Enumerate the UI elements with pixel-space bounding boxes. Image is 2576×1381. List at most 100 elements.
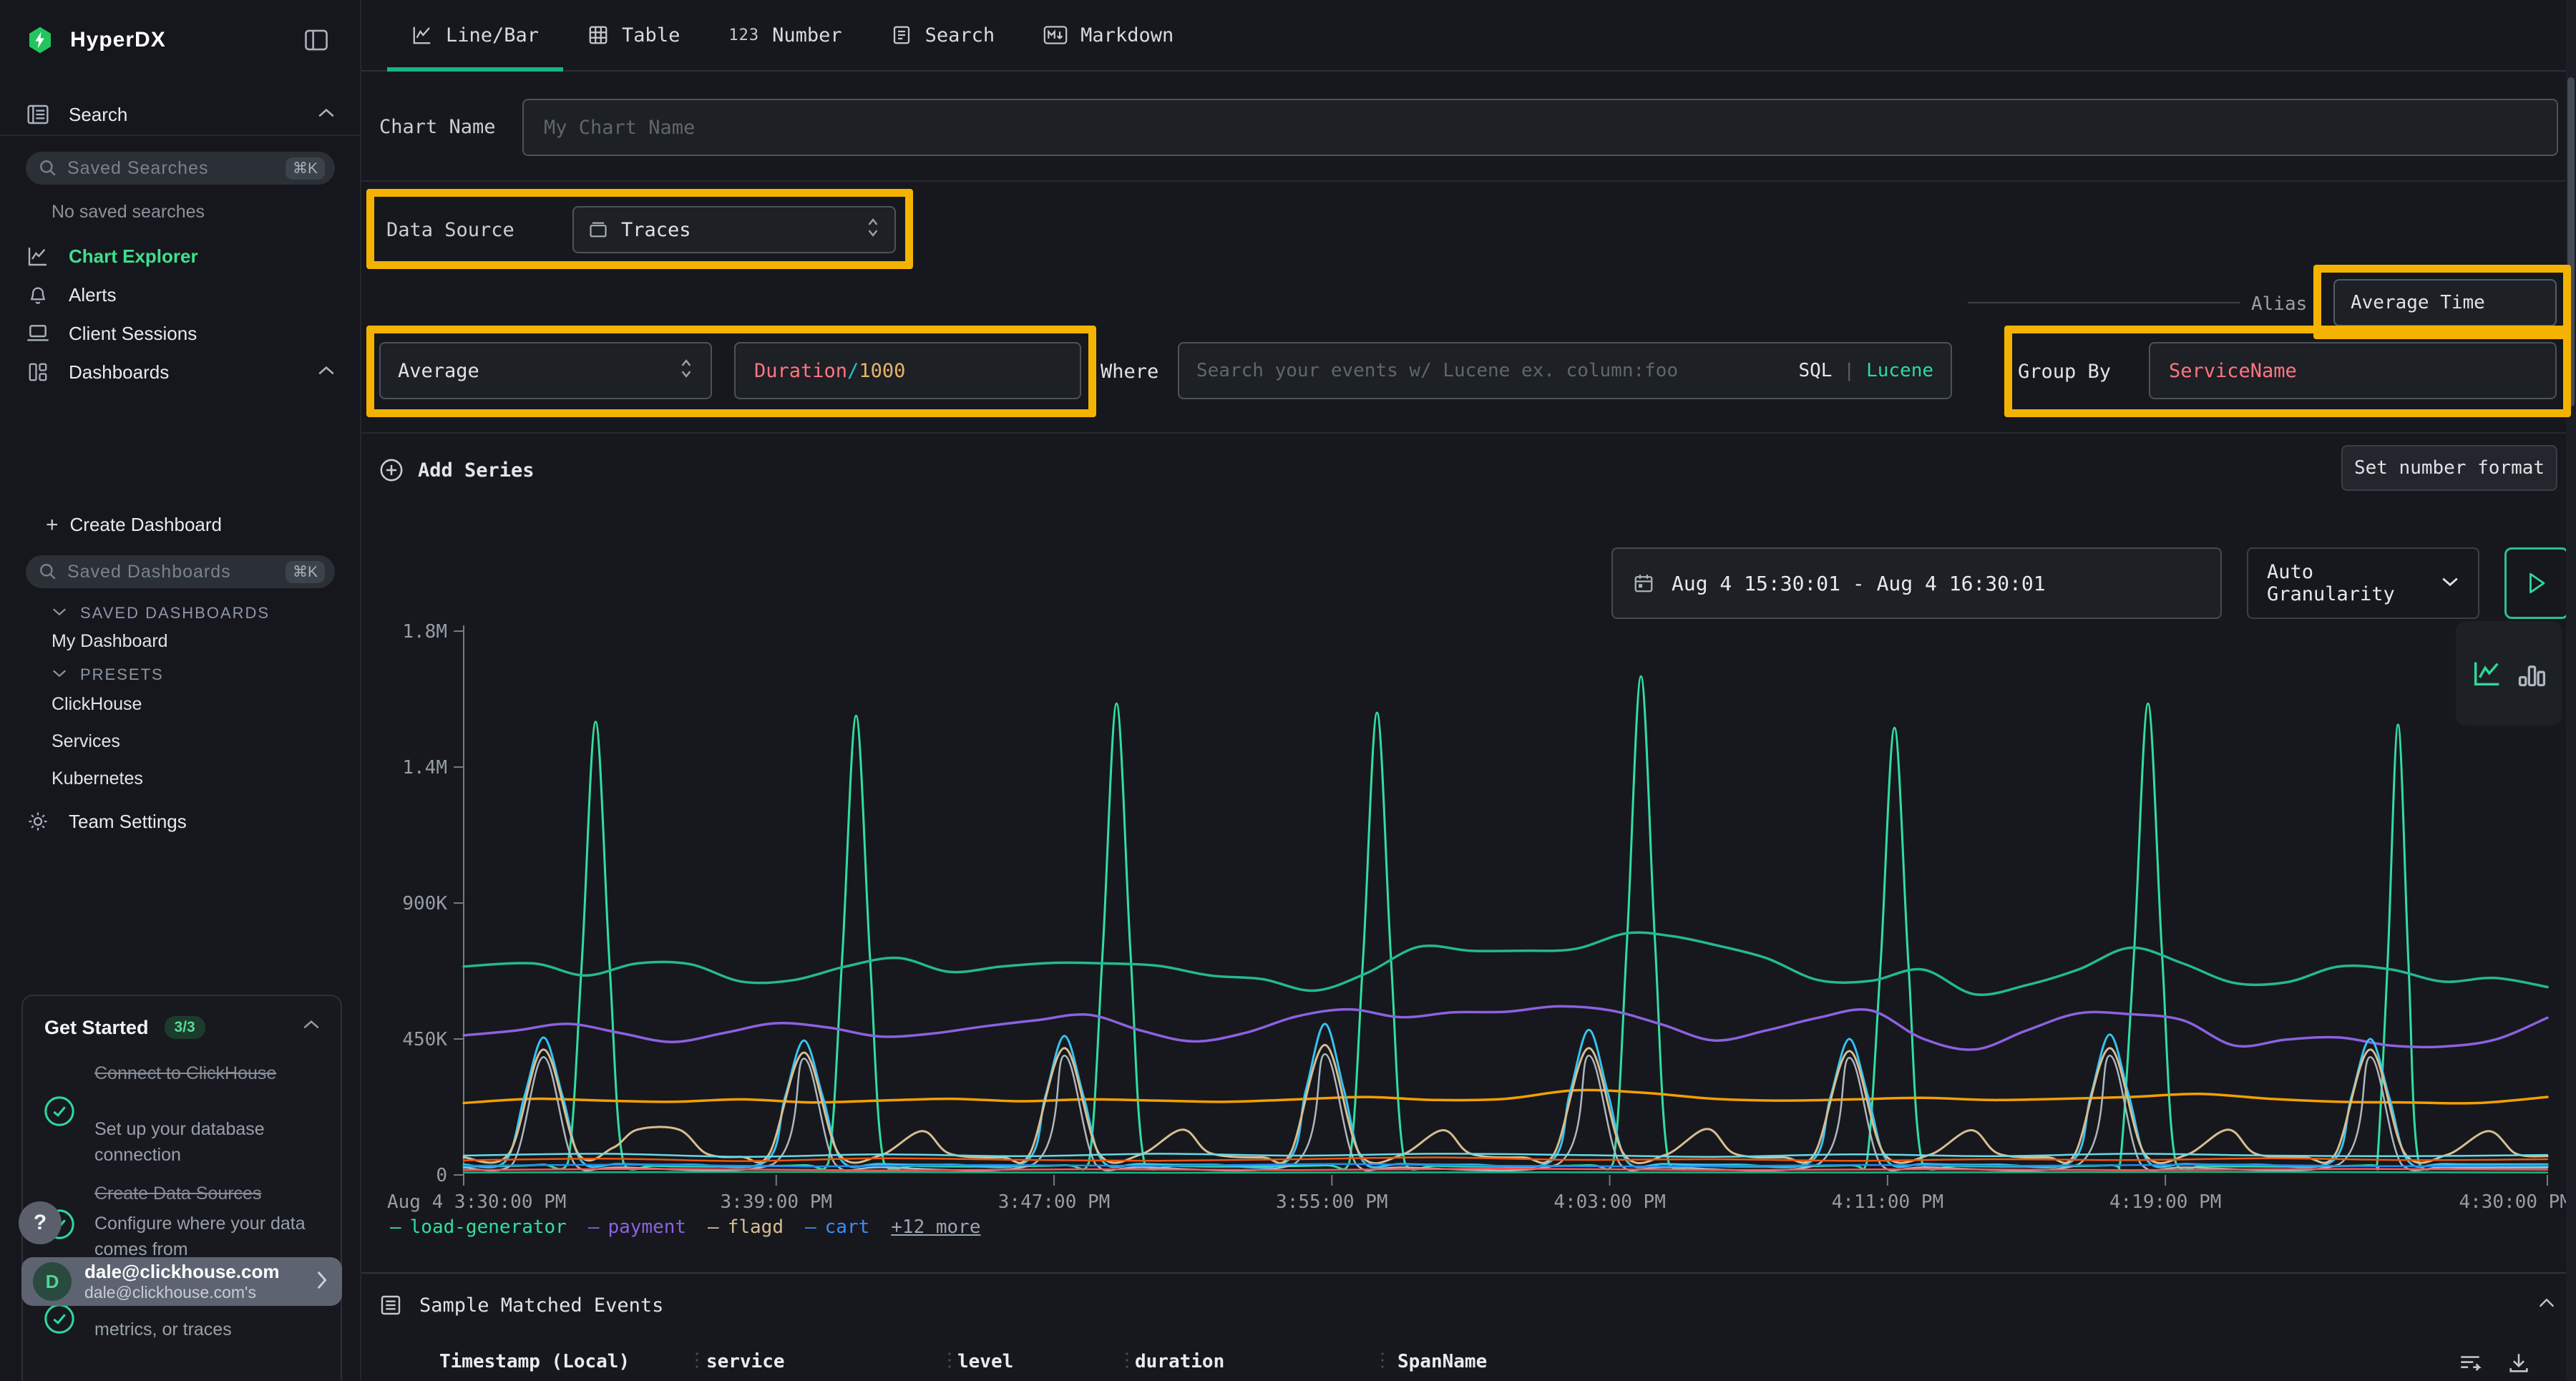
sidebar-item-dashboards[interactable]: Dashboards — [0, 353, 361, 391]
svg-text:3:47:00 PM: 3:47:00 PM — [998, 1191, 1111, 1213]
number-123-icon: 123 — [728, 26, 760, 44]
sidebar: HyperDX Search Saved Searches ⌘K No save… — [0, 0, 361, 1381]
chevron-up-icon — [317, 365, 336, 380]
line-chart-toggle-icon[interactable] — [2470, 657, 2503, 690]
sidebar-item-clickhouse[interactable]: ClickHouse — [52, 694, 142, 714]
svg-text:3:39:00 PM: 3:39:00 PM — [721, 1191, 833, 1213]
scrollbar-thumb[interactable] — [2567, 77, 2575, 406]
column-header[interactable]: level — [957, 1351, 1014, 1372]
svg-text:1.8M: 1.8M — [402, 621, 447, 643]
legend-item[interactable]: — payment — [587, 1216, 687, 1238]
sample-events-header[interactable]: Sample Matched Events — [379, 1294, 663, 1317]
shortcut-badge: ⌘K — [285, 157, 325, 180]
alias-label: Alias — [2251, 293, 2308, 315]
saved-searches-input[interactable]: Saved Searches ⌘K — [26, 152, 335, 185]
chevron-right-icon — [315, 1270, 328, 1294]
user-sub-text: dale@clickhouse.com's — [84, 1283, 256, 1302]
legend-item[interactable]: — flagd — [708, 1216, 784, 1238]
saved-dashboards-group-header[interactable]: SAVED DASHBOARDS — [52, 604, 270, 623]
tab-search[interactable]: Search — [867, 0, 1020, 70]
run-query-button[interactable] — [2504, 547, 2569, 619]
download-icon[interactable] — [2507, 1351, 2531, 1378]
hyperdx-logo-icon — [26, 26, 54, 54]
chevron-up-icon — [317, 107, 336, 122]
sidebar-item-my-dashboard[interactable]: My Dashboard — [52, 631, 168, 651]
chevron-down-icon — [2441, 575, 2459, 591]
sidebar-item-alerts[interactable]: Alerts — [0, 276, 361, 313]
column-separator: ⋮ — [688, 1350, 706, 1371]
team-settings-label: Team Settings — [69, 810, 187, 832]
data-source-select[interactable]: Traces — [572, 206, 896, 253]
get-started-item-subtitle: Configure where your data comes from — [94, 1214, 306, 1259]
granularity-select[interactable]: Auto Granularity — [2247, 547, 2479, 619]
select-chevrons-icon — [679, 358, 693, 384]
svg-text:4:30:00 PM: 4:30:00 PM — [2459, 1191, 2571, 1213]
chart-name-label: Chart Name — [379, 116, 496, 138]
main-content: Line/Bar Table 123 Number Search Markdow… — [361, 0, 2576, 1381]
aggregation-select[interactable]: Average — [379, 342, 712, 399]
no-saved-searches-text: No saved searches — [52, 202, 205, 222]
wrap-lines-icon[interactable] — [2458, 1351, 2482, 1378]
bar-chart-toggle-icon[interactable] — [2516, 657, 2547, 690]
timeseries-chart[interactable]: 0 450K 900K 1.4M 1.8M Aug 4 3:30:00 PM 3:39:00… — [361, 615, 2576, 1216]
sidebar-item-services[interactable]: Services — [52, 731, 120, 751]
get-started-item-title: Connect to ClickHouse — [94, 1063, 277, 1083]
where-input[interactable]: Search your events w/ Lucene ex. column:… — [1178, 342, 1952, 399]
alias-input[interactable] — [2333, 279, 2557, 326]
dashboards-label: Dashboards — [69, 361, 170, 383]
create-dashboard-label: Create Dashboard — [69, 514, 222, 535]
column-header[interactable]: SpanName — [1397, 1351, 1488, 1372]
sql-mode-toggle[interactable]: SQL — [1798, 360, 1833, 381]
chevron-up-icon[interactable] — [302, 1019, 321, 1034]
sidebar-section-search[interactable]: Search — [0, 96, 361, 133]
saved-dashboards-input[interactable]: Saved Dashboards ⌘K — [26, 555, 335, 588]
user-email: dale@clickhouse.com — [84, 1261, 280, 1282]
column-header[interactable]: Timestamp (Local) — [439, 1351, 630, 1372]
create-dashboard-button[interactable]: + Create Dashboard — [46, 514, 222, 536]
user-chip[interactable]: D dale@clickhouse.com dale@clickhouse.co… — [21, 1257, 342, 1306]
help-button[interactable]: ? — [19, 1201, 62, 1244]
presets-group-header[interactable]: PRESETS — [52, 665, 164, 684]
group-by-label: Group By — [2018, 361, 2112, 383]
field-expression-input[interactable]: Duration/1000 — [734, 342, 1081, 399]
legend-item[interactable]: — load-generator — [390, 1216, 567, 1238]
magnifier-icon — [39, 562, 57, 581]
column-header[interactable]: service — [706, 1351, 785, 1372]
chart-explorer-label: Chart Explorer — [69, 245, 198, 267]
collapse-sidebar-icon[interactable] — [303, 29, 329, 55]
sidebar-item-team-settings[interactable]: Team Settings — [0, 803, 361, 840]
field-expression-value: Duration/1000 — [754, 360, 905, 382]
tab-table[interactable]: Table — [563, 0, 704, 70]
group-by-input[interactable] — [2149, 342, 2557, 399]
tab-markdown[interactable]: Markdown — [1019, 0, 1198, 70]
legend-more-link[interactable]: +12 more — [891, 1216, 981, 1238]
table-grid-icon — [587, 24, 609, 46]
tab-number[interactable]: 123 Number — [728, 24, 842, 47]
add-series-button[interactable]: Add Series — [379, 458, 535, 482]
sidebar-search-label: Search — [69, 103, 128, 125]
app-title: HyperDX — [70, 28, 166, 52]
get-started-badge: 3/3 — [164, 1016, 205, 1039]
column-separator: ⋮ — [1118, 1350, 1136, 1371]
sidebar-item-chart-explorer[interactable]: Chart Explorer — [0, 238, 361, 275]
set-number-format-button[interactable]: Set number format — [2341, 445, 2557, 491]
svg-text:0: 0 — [436, 1165, 447, 1186]
collapse-panel-chevron-icon[interactable] — [2537, 1297, 2557, 1312]
scrollbar[interactable] — [2566, 0, 2576, 1381]
chart-name-input[interactable] — [522, 99, 2558, 156]
get-started-item-subtitle: metrics, or traces — [94, 1319, 232, 1339]
lucene-mode-toggle[interactable]: Lucene — [1866, 360, 1933, 381]
list-icon — [379, 1294, 402, 1317]
legend-item[interactable]: — cart — [804, 1216, 870, 1238]
avatar: D — [33, 1262, 72, 1301]
column-header[interactable]: duration — [1135, 1351, 1225, 1372]
markdown-icon — [1043, 25, 1068, 45]
where-label: Where — [1101, 361, 1159, 383]
search-panel-icon — [26, 104, 50, 125]
data-source-label: Data Source — [386, 219, 514, 241]
sidebar-item-kubernetes[interactable]: Kubernetes — [52, 768, 143, 789]
line-chart-icon — [411, 24, 433, 46]
time-range-picker[interactable]: Aug 4 15:30:01 - Aug 4 16:30:01 — [1611, 547, 2222, 619]
tab-line-bar[interactable]: Line/Bar — [387, 0, 564, 72]
sidebar-item-client-sessions[interactable]: Client Sessions — [0, 315, 361, 352]
